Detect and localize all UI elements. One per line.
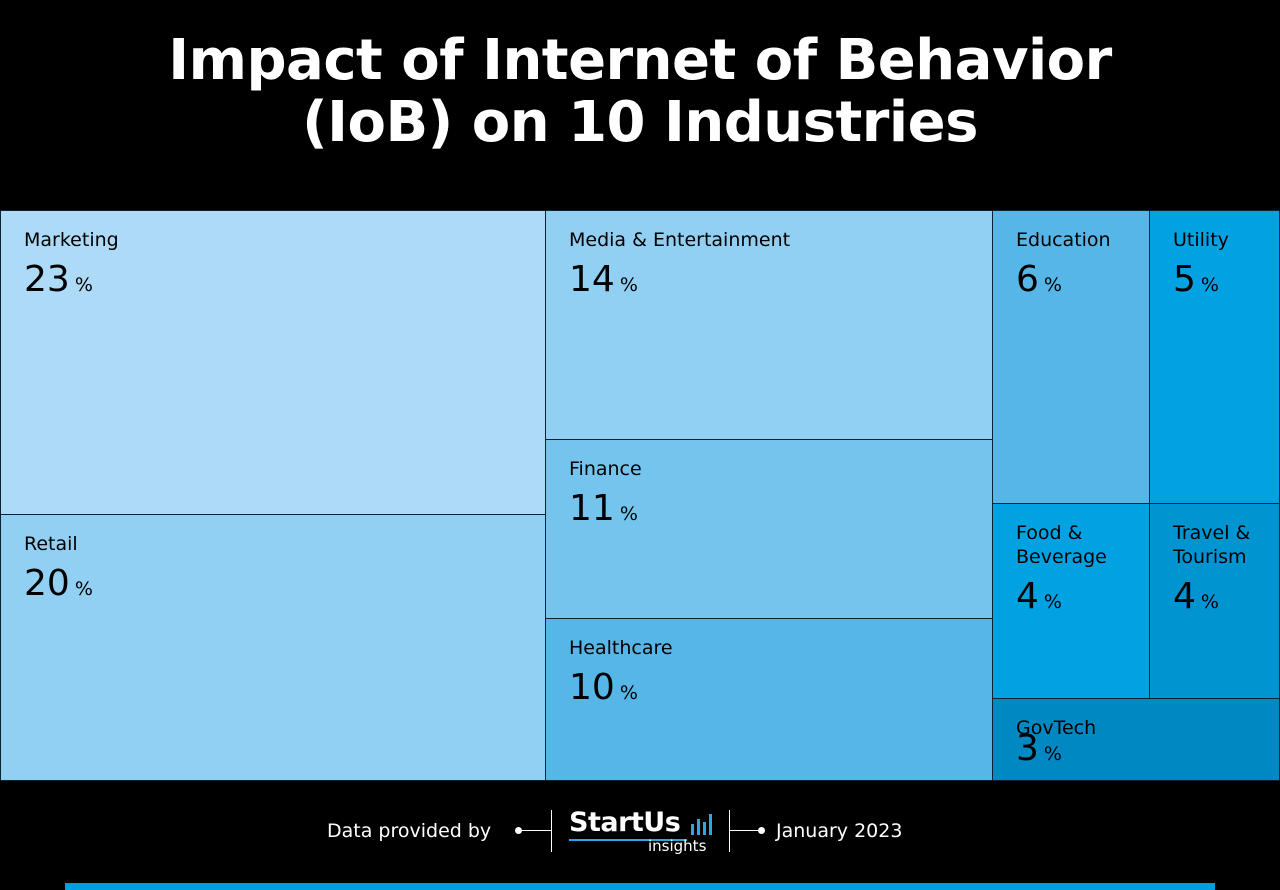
startus-logo-text: StartUs	[569, 807, 681, 838]
treemap-value-number: 5	[1173, 259, 1196, 300]
treemap-label-govtech: GovTech	[1016, 717, 1097, 739]
treemap-value-number: 3	[1016, 728, 1039, 769]
data-provided-by-text: Data provided by	[327, 820, 492, 842]
treemap-value-retail: 20%	[24, 564, 93, 609]
date-text: January 2023	[776, 820, 903, 842]
treemap-cell-retail: Retail 20%	[0, 514, 546, 781]
footer-line-left	[520, 830, 551, 831]
treemap-value-education: 6%	[1016, 260, 1062, 305]
treemap-cell-education: Education 6%	[992, 210, 1150, 504]
treemap-label-healthcare: Healthcare	[569, 637, 673, 659]
treemap-value-unit: %	[1043, 743, 1062, 765]
treemap-value-travel-and-tourism: 4%	[1173, 577, 1219, 622]
logo-bars-icon	[691, 814, 712, 835]
logo-underline	[569, 839, 687, 841]
treemap-value-unit: %	[1043, 274, 1062, 296]
treemap-value-number: 23	[24, 259, 70, 300]
chart-title: Impact of Internet of Behavior (IoB) on …	[0, 30, 1280, 154]
treemap-value-media-and-entertainment: 14%	[569, 260, 638, 305]
treemap-value-healthcare: 10%	[569, 668, 638, 713]
bottom-accent-bar	[65, 883, 1215, 890]
treemap-value-food-and-beverage: 4%	[1016, 577, 1062, 622]
treemap-label-utility: Utility	[1173, 229, 1229, 251]
insights-logo-text: insights	[648, 837, 707, 855]
treemap-value-unit: %	[619, 274, 638, 296]
treemap-value-unit: %	[74, 578, 93, 600]
footer-dot-right	[758, 827, 765, 834]
treemap-cell-finance: Finance 11%	[545, 439, 993, 619]
treemap-cell-travel-and-tourism: Travel & Tourism 4%	[1149, 503, 1280, 699]
treemap-cell-marketing: Marketing 23%	[0, 210, 546, 515]
treemap: Marketing 23% Retail 20% Media & Entertainme…	[0, 210, 1280, 781]
treemap-value-unit: %	[1043, 591, 1062, 613]
treemap-label-education: Education	[1016, 229, 1111, 251]
treemap-value-number: 14	[569, 259, 615, 300]
treemap-value-unit: %	[1200, 591, 1219, 613]
treemap-value-finance: 11%	[569, 489, 638, 534]
chart-title-line-2: (IoB) on 10 Industries	[302, 90, 978, 155]
treemap-label-media-and-entertainment: Media & Entertainment	[569, 229, 791, 251]
treemap-value-number: 11	[569, 488, 615, 529]
treemap-label-travel-and-tourism: Travel & Tourism	[1173, 522, 1251, 568]
treemap-label-retail: Retail	[24, 533, 78, 555]
footer: Data provided by StartUs insights Januar…	[0, 805, 1280, 865]
treemap-value-number: 4	[1016, 576, 1039, 617]
chart-title-line-1: Impact of Internet of Behavior	[168, 28, 1112, 93]
treemap-cell-healthcare: Healthcare 10%	[545, 618, 993, 781]
treemap-cell-utility: Utility 5%	[1149, 210, 1280, 504]
footer-line-right	[730, 830, 761, 831]
treemap-value-govtech: 3%	[1016, 729, 1062, 774]
treemap-label-finance: Finance	[569, 458, 642, 480]
treemap-value-unit: %	[1200, 274, 1219, 296]
treemap-value-unit: %	[619, 682, 638, 704]
footer-dot-left	[515, 827, 522, 834]
treemap-value-utility: 5%	[1173, 260, 1219, 305]
treemap-value-marketing: 23%	[24, 260, 93, 305]
footer-divider-right	[729, 810, 730, 852]
footer-divider-left	[551, 810, 552, 852]
treemap-value-number: 4	[1173, 576, 1196, 617]
treemap-cell-food-and-beverage: Food & Beverage 4%	[992, 503, 1150, 699]
treemap-cell-media-and-entertainment: Media & Entertainment 14%	[545, 210, 993, 440]
treemap-cell-govtech: GovTech 3%	[992, 698, 1280, 781]
treemap-value-number: 20	[24, 563, 70, 604]
treemap-value-unit: %	[74, 274, 93, 296]
treemap-value-unit: %	[619, 503, 638, 525]
treemap-value-number: 6	[1016, 259, 1039, 300]
treemap-label-marketing: Marketing	[24, 229, 119, 251]
treemap-label-food-and-beverage: Food & Beverage	[1016, 522, 1107, 568]
treemap-value-number: 10	[569, 667, 615, 708]
